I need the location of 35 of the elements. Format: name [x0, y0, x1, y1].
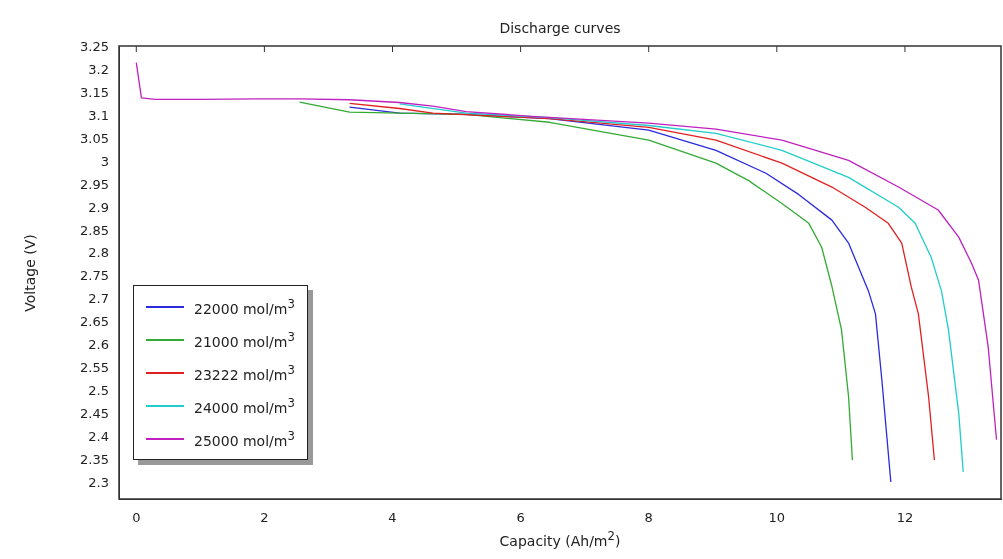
y-tick-label: 2.8 — [88, 245, 109, 261]
y-tick-label: 2.5 — [88, 383, 109, 399]
y-tick-label: 2.3 — [88, 475, 109, 491]
y-tick-label: 2.4 — [88, 429, 109, 445]
legend-label: 21000 mol/m$^{3}$ — [194, 329, 295, 350]
y-tick-label: 2.7 — [88, 291, 109, 307]
y-tick-label: 3.15 — [80, 84, 109, 100]
legend-label: 23222 mol/m$^{3}$ — [194, 362, 295, 383]
y-tick-label: 2.6 — [88, 337, 109, 353]
y-tick-label: 2.55 — [80, 360, 109, 376]
x-tick-label: 6 — [516, 510, 525, 526]
legend-label: 24000 mol/m$^{3}$ — [194, 395, 295, 416]
y-tick-label: 2.65 — [80, 314, 109, 330]
x-tick-label: 2 — [260, 510, 269, 526]
y-tick-label: 3.2 — [88, 61, 109, 77]
x-tick-label: 0 — [132, 510, 141, 526]
y-tick-label: 2.9 — [88, 199, 109, 215]
y-tick-label: 2.45 — [80, 406, 109, 422]
y-tick-label: 2.35 — [80, 452, 109, 468]
y-tick-label: 3.05 — [80, 130, 109, 146]
y-tick-label: 3 — [100, 153, 109, 169]
y-tick-label: 3.25 — [80, 38, 109, 54]
x-tick-label: 8 — [644, 510, 653, 526]
legend-label: 25000 mol/m$^{3}$ — [194, 428, 295, 449]
chart-title: Discharge curves — [498, 20, 622, 36]
y-tick-label: 2.75 — [80, 268, 109, 284]
y-tick-label: 2.95 — [80, 176, 109, 192]
y-tick-label: 3.1 — [88, 107, 109, 123]
x-tick-label: 4 — [388, 510, 397, 526]
legend-label: 22000 mol/m$^{3}$ — [194, 296, 295, 317]
x-axis-title: Capacity (Ah/m$^{2}$) — [498, 529, 622, 549]
y-axis-title: Voltage (V) — [22, 233, 38, 312]
x-tick-label: 10 — [768, 510, 786, 526]
y-tick-label: 2.85 — [80, 222, 109, 238]
x-tick-label: 12 — [896, 510, 914, 526]
